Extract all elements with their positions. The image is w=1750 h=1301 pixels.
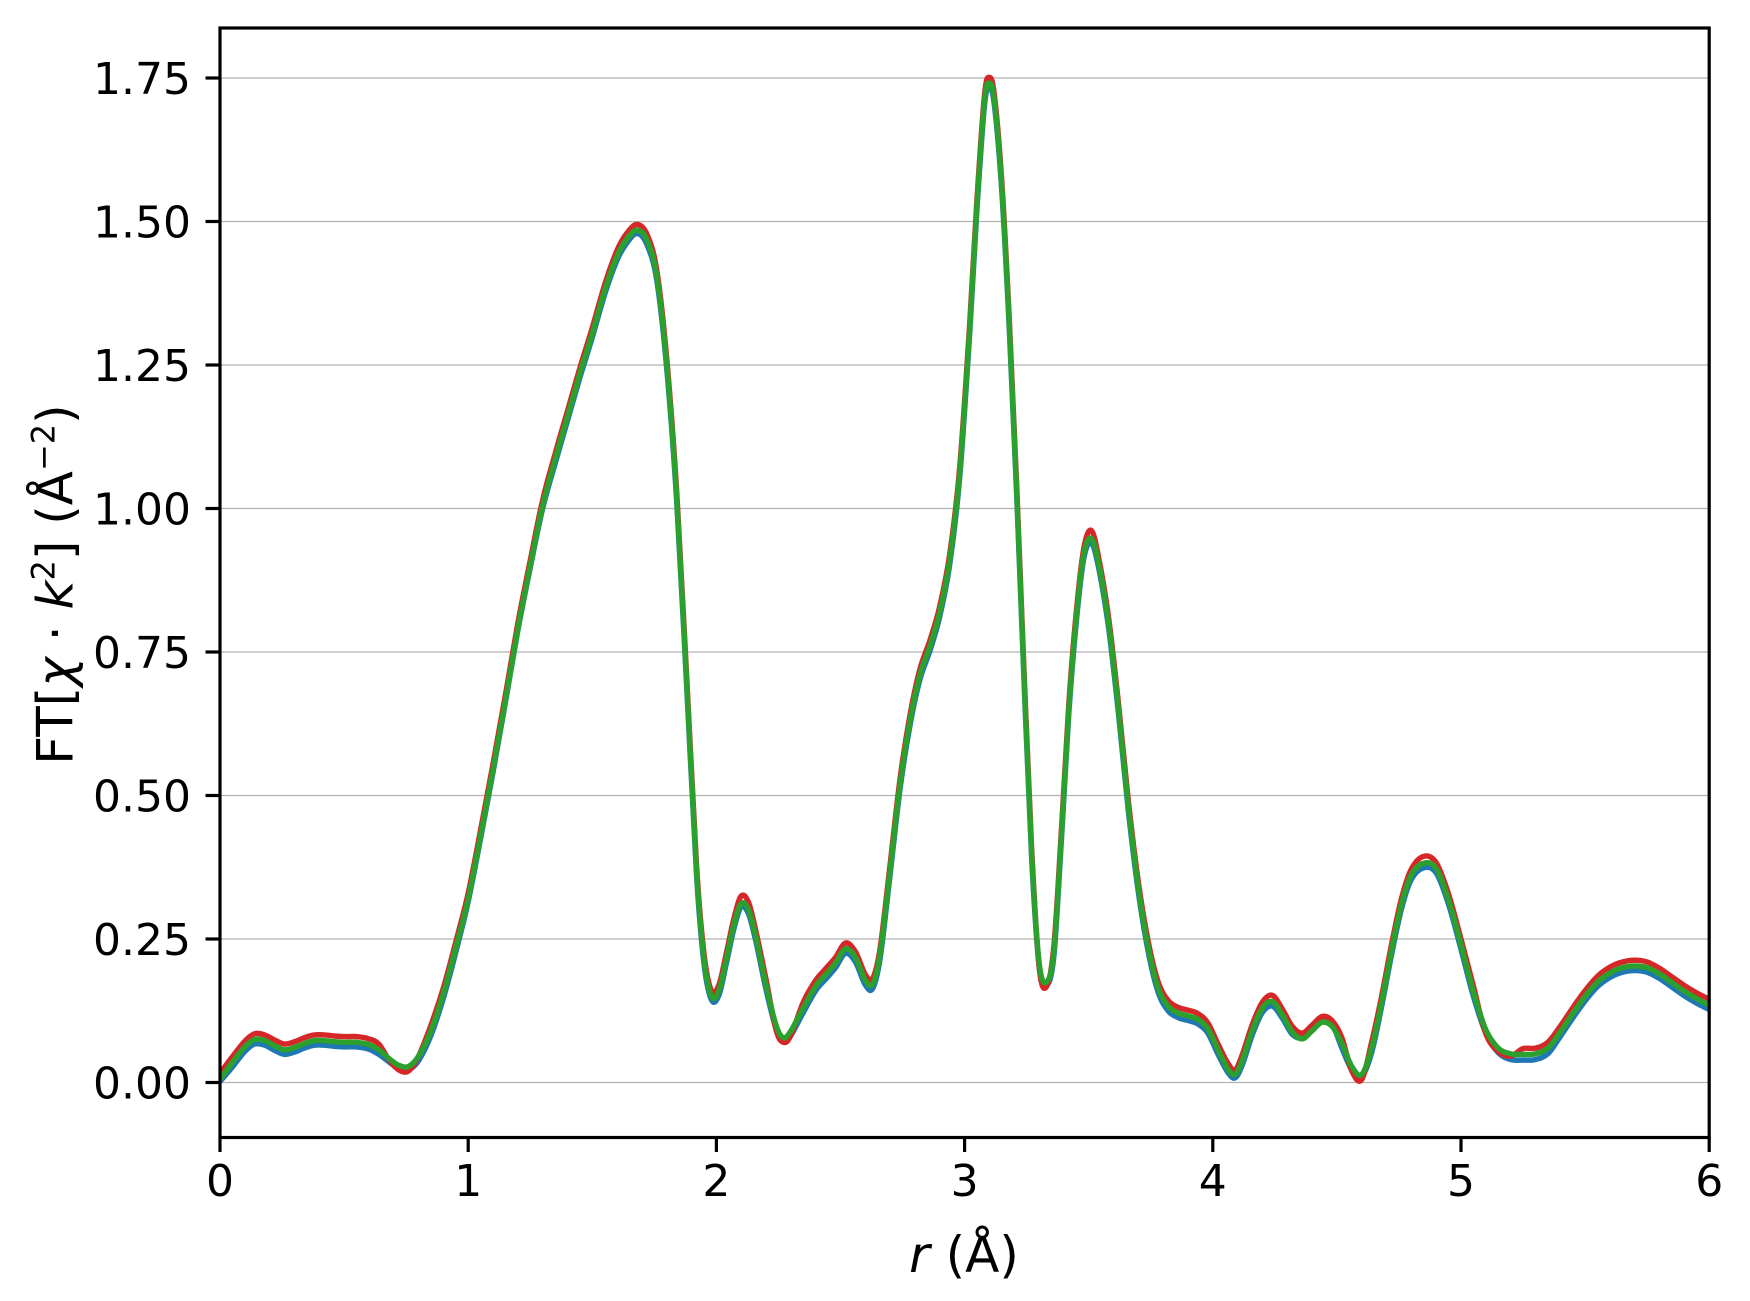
y-label-exponent: −2 (24, 423, 63, 472)
x-axis-label-variable: r (909, 1226, 930, 1284)
x-tick-label: 3 (951, 1156, 979, 1207)
y-label-part: FT[ (26, 686, 85, 765)
plot-spines (218, 26, 1711, 1140)
curves-group (220, 74, 1710, 1085)
series-blue (220, 85, 1710, 1085)
y-label-part: · (26, 609, 85, 658)
y-tick-label: 0.50 (93, 772, 191, 823)
y-tick-label: 1.50 (93, 198, 191, 249)
y-label-part: ] (Å (26, 471, 85, 561)
x-tick-label: 0 (206, 1156, 234, 1207)
series-red (220, 74, 1710, 1084)
x-tick-label: 5 (1447, 1156, 1475, 1207)
y-label-exponent: 2 (24, 560, 63, 581)
y-tick-label: 0.00 (93, 1059, 191, 1110)
y-tick-label: 0.25 (93, 915, 191, 966)
x-tick-label: 4 (1199, 1156, 1227, 1207)
y-label-part: ) (26, 404, 85, 424)
x-axis-label-units: (Å) (929, 1226, 1019, 1284)
x-axis-label: r (Å) (664, 1228, 1264, 1283)
y-tick-label: 1.75 (93, 54, 191, 105)
y-tick-label: 1.25 (93, 341, 191, 392)
y-axis-label: FT[χ · k2] (Å−2) (24, 285, 85, 885)
y-tick-label: 1.00 (93, 485, 191, 536)
y-tick-label: 0.75 (93, 628, 191, 679)
x-tick-label: 2 (702, 1156, 730, 1207)
x-tick-label: 6 (1695, 1156, 1723, 1207)
x-tick-label: 1 (454, 1156, 482, 1207)
series-green (220, 80, 1710, 1082)
y-label-chi: χ (26, 657, 85, 687)
y-label-k: k (26, 580, 85, 610)
